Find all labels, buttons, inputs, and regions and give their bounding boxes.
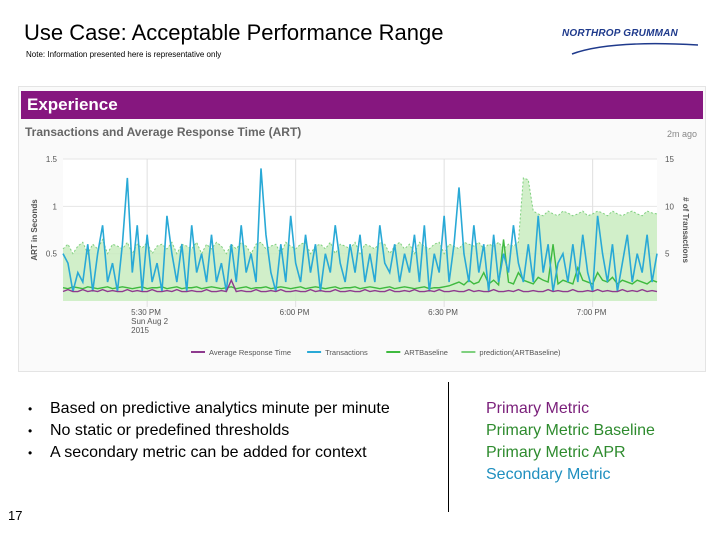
bullet-item: • A secondary metric can be added for con…: [26, 442, 390, 464]
y-tick-label: 1.5: [46, 155, 58, 164]
panel-header-title: Experience: [27, 95, 118, 114]
y2-axis-title: # of Transactions: [681, 197, 690, 263]
legend-entry: Transactions: [325, 348, 368, 357]
page-number: 17: [8, 508, 23, 523]
legend-entry: Average Response Time: [209, 348, 291, 357]
bullet-dot-icon: •: [28, 402, 33, 416]
metric-label: Primary Metric APR: [486, 444, 626, 461]
x-tick-label: Sun Aug 2: [131, 317, 168, 326]
slide-title: Use Case: Acceptable Performance Range: [24, 20, 444, 45]
legend-entry: prediction(ARTBaseline): [479, 348, 561, 357]
metric-label: Primary Metric Baseline: [486, 422, 655, 439]
x-tick-label: 6:30 PM: [428, 308, 458, 317]
bullet-item: • Based on predictive analytics minute pe…: [26, 398, 390, 420]
x-tick-label: 2015: [131, 326, 149, 335]
bullet-text: No static or predefined thresholds: [50, 422, 290, 439]
logo-swoosh-icon: [571, 42, 699, 55]
bullet-text: A secondary metric can be added for cont…: [50, 444, 367, 461]
bullet-item: • No static or predefined thresholds: [26, 420, 390, 442]
bullet-dot-icon: •: [28, 446, 33, 460]
column-divider: [448, 382, 449, 512]
x-tick-label: 6:00 PM: [280, 308, 310, 317]
bullet-dot-icon: •: [28, 424, 33, 438]
chart-title: Transactions and Average Response Time (…: [25, 125, 302, 139]
x-tick-label: 5:30 PM: [131, 308, 161, 317]
metric-label: Primary Metric: [486, 400, 590, 417]
disclaimer-note: Note: Information presented here is repr…: [26, 50, 222, 59]
experience-panel: Experience Transactions and Average Resp…: [18, 86, 706, 372]
x-tick-label: 7:00 PM: [577, 308, 607, 317]
y-axis-title: ART in Seconds: [30, 199, 39, 261]
y2-tick-label: 15: [665, 155, 674, 164]
panel-header: Experience: [21, 91, 703, 119]
metric-label: Secondary Metric: [486, 466, 611, 483]
bullet-text: Based on predictive analytics minute per…: [50, 400, 390, 417]
y2-tick-label: 10: [665, 202, 674, 211]
logo-text: NORTHROP GRUMMAN: [562, 28, 678, 39]
y-tick-label: 1: [53, 202, 58, 211]
series-line-prediction: [62, 177, 658, 255]
legend-entry: ARTBaseline: [404, 348, 448, 357]
series-line-art: [62, 278, 658, 293]
company-logo: NORTHROP GRUMMAN: [562, 28, 702, 58]
metric-legend-list: Primary Metric Primary Metric Baseline Pri…: [486, 398, 655, 486]
y2-tick-label: 5: [665, 250, 670, 259]
bullet-list: • Based on predictive analytics minute pe…: [26, 398, 390, 464]
chart-age: 2m ago: [666, 129, 697, 139]
y-tick-label: 0.5: [46, 250, 58, 259]
